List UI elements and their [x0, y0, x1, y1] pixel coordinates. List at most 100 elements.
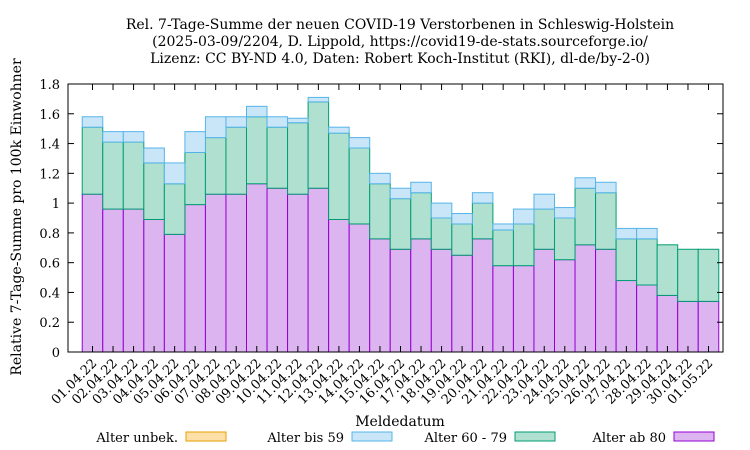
bar-alter-60-79-09.04.22 — [246, 116, 268, 185]
bar-alter-60-79-19.04.22 — [451, 223, 473, 256]
bar-alter-60-79-08.04.22 — [225, 126, 248, 195]
bar-alter-ab-80-14.04.22 — [348, 223, 371, 353]
y-tick-label: 1.4 — [39, 138, 60, 153]
bar-alter-60-79-24.04.22 — [554, 217, 576, 261]
y-tick-label: 1.8 — [39, 78, 60, 93]
y-tick-label: 0.2 — [39, 316, 60, 331]
bar-alter-ab-80-01.05.22 — [697, 300, 720, 353]
bar-alter-60-79-25.04.22 — [574, 187, 597, 246]
bar-alter-bis-59-09.04.22 — [246, 105, 268, 118]
bar-alter-ab-80-03.04.22 — [122, 208, 145, 353]
legend-swatch — [185, 431, 227, 442]
bar-alter-ab-80-29.04.22 — [656, 294, 679, 353]
bar-alter-bis-59-12.04.22 — [307, 96, 330, 103]
bar-alter-60-79-30.04.22 — [677, 248, 699, 302]
legend-label: Alter bis 59 — [266, 431, 344, 446]
bar-alter-60-79-29.04.22 — [656, 244, 679, 296]
bar-alter-60-79-05.04.22 — [163, 183, 186, 235]
y-tick-label: 1.6 — [39, 108, 60, 123]
bar-alter-60-79-13.04.22 — [328, 132, 350, 220]
legend-label: Alter 60 - 79 — [423, 431, 507, 446]
bar-alter-bis-59-11.04.22 — [287, 117, 309, 124]
bar-alter-ab-80-11.04.22 — [287, 193, 309, 353]
legend-label: Alter unbek. — [95, 431, 178, 446]
bar-alter-ab-80-24.04.22 — [554, 259, 576, 353]
bar-alter-ab-80-30.04.22 — [677, 300, 699, 353]
bar-alter-60-79-02.04.22 — [102, 141, 124, 210]
bar-alter-60-79-01.04.22 — [81, 126, 104, 195]
bar-alter-bis-59-18.04.22 — [430, 202, 453, 219]
bar-alter-ab-80-28.04.22 — [636, 284, 658, 353]
bar-alter-ab-80-20.04.22 — [471, 238, 494, 353]
bar-alter-60-79-07.04.22 — [204, 137, 227, 195]
bar-alter-bis-59-27.04.22 — [615, 227, 638, 240]
bar-alter-bis-59-07.04.22 — [204, 116, 227, 139]
bar-alter-bis-59-23.04.22 — [533, 193, 555, 210]
bar-alter-bis-59-06.04.22 — [184, 131, 206, 153]
bar-alter-ab-80-21.04.22 — [492, 265, 514, 353]
bar-alter-60-79-26.04.22 — [595, 192, 617, 250]
bar-alter-ab-80-27.04.22 — [615, 280, 638, 353]
chart-title-line-2: (2025-03-09/2204, D. Lippold, https://co… — [152, 34, 648, 50]
bar-alter-bis-59-15.04.22 — [369, 172, 391, 185]
bar-alter-ab-80-23.04.22 — [533, 248, 555, 353]
y-axis: 0 0.2 0.4 0.6 0.8 1 1.2 1.4 1.6 1.8 — [39, 78, 723, 361]
y-tick-label: 1 — [52, 197, 60, 212]
bar-alter-bis-59-01.04.22 — [81, 116, 104, 128]
bar-alter-ab-80-19.04.22 — [451, 254, 473, 353]
bar-alter-ab-80-25.04.22 — [574, 244, 597, 353]
bar-alter-bis-59-21.04.22 — [492, 223, 514, 231]
bar-alter-60-79-27.04.22 — [615, 238, 638, 282]
bar-alter-60-79-23.04.22 — [533, 208, 555, 250]
x-axis-label: Meldedatum — [355, 414, 445, 430]
bar-alter-bis-59-17.04.22 — [410, 181, 432, 194]
bar-alter-60-79-01.05.22 — [697, 248, 720, 302]
bar-alter-ab-80-16.04.22 — [389, 248, 412, 353]
y-tick-label: 0.8 — [39, 227, 60, 242]
bar-alter-60-79-16.04.22 — [389, 198, 412, 250]
bar-alter-bis-59-02.04.22 — [102, 131, 124, 143]
bar-alter-60-79-21.04.22 — [492, 229, 514, 267]
bar-alter-ab-80-12.04.22 — [307, 187, 330, 353]
bar-alter-bis-59-24.04.22 — [554, 207, 576, 219]
bar-alter-ab-80-05.04.22 — [163, 233, 186, 353]
y-tick-label: 0.6 — [39, 257, 60, 272]
bar-alter-ab-80-17.04.22 — [410, 238, 432, 353]
bar-alter-60-79-06.04.22 — [184, 151, 206, 206]
bar-alter-bis-59-05.04.22 — [163, 162, 186, 185]
bar-alter-ab-80-18.04.22 — [430, 248, 453, 353]
bar-alter-bis-59-04.04.22 — [143, 147, 165, 164]
legend-swatch — [351, 431, 393, 442]
bars-layer — [81, 96, 720, 353]
bar-alter-bis-59-20.04.22 — [471, 192, 494, 204]
bar-alter-bis-59-08.04.22 — [225, 116, 248, 128]
bar-alter-60-79-03.04.22 — [122, 141, 145, 210]
bar-alter-ab-80-13.04.22 — [328, 218, 350, 353]
plot-frame — [67, 83, 724, 353]
bar-alter-60-79-11.04.22 — [287, 122, 309, 195]
bar-alter-ab-80-01.04.22 — [81, 193, 104, 353]
bar-alter-60-79-12.04.22 — [307, 101, 330, 189]
bar-alter-60-79-28.04.22 — [636, 238, 658, 286]
bar-alter-ab-80-02.04.22 — [102, 208, 124, 353]
bar-alter-ab-80-08.04.22 — [225, 193, 248, 353]
bar-alter-ab-80-06.04.22 — [184, 204, 206, 353]
bar-alter-60-79-15.04.22 — [369, 183, 391, 240]
y-tick-label: 0.4 — [39, 286, 60, 301]
chart-title-line-1: Rel. 7-Tage-Summe der neuen COVID-19 Ver… — [126, 17, 674, 33]
legend-swatch — [673, 431, 715, 442]
bar-alter-bis-59-10.04.22 — [266, 116, 289, 128]
bar-alter-ab-80-15.04.22 — [369, 238, 391, 353]
bar-alter-bis-59-19.04.22 — [451, 213, 473, 225]
y-tick-label: 0 — [52, 346, 60, 361]
bar-alter-ab-80-10.04.22 — [266, 187, 289, 353]
bar-alter-bis-59-03.04.22 — [122, 131, 145, 143]
legend: Alter unbek. Alter bis 59 Alter 60 - 79 Alt… — [95, 431, 715, 446]
y-axis-label: Relative 7-Tage-Summe pro 100k Einwohner — [9, 58, 25, 376]
bar-alter-60-79-14.04.22 — [348, 147, 371, 225]
bar-alter-60-79-22.04.22 — [512, 223, 535, 267]
bar-alter-60-79-10.04.22 — [266, 126, 289, 189]
legend-swatch — [514, 431, 556, 442]
